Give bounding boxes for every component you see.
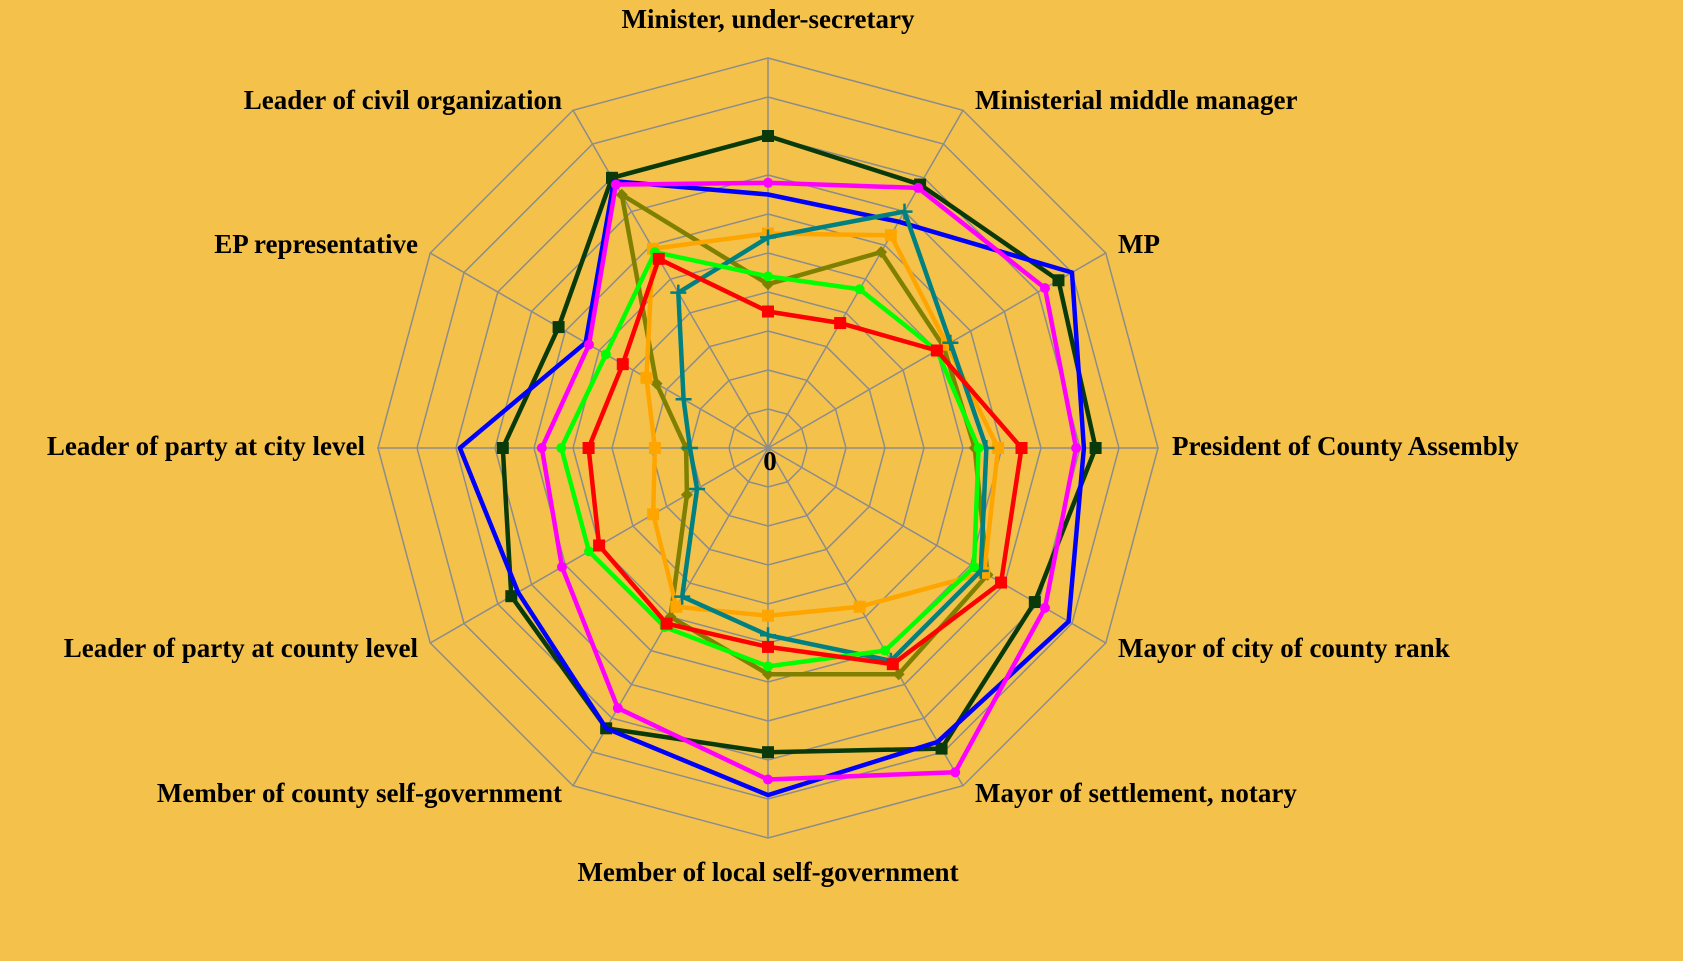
marker [930,344,943,357]
marker [680,488,693,501]
marker [875,246,888,259]
marker [892,668,905,681]
marker [935,742,948,755]
marker [762,640,774,653]
marker [950,767,961,778]
marker [615,188,628,201]
category-label: Minister, under-secretary [622,4,915,34]
category-label: President of County Assembly [1172,431,1519,461]
series-line [457,178,1087,798]
marker [1052,274,1065,287]
marker [552,321,565,334]
series [457,178,1087,798]
series [536,177,1082,785]
marker [1039,283,1050,294]
marker [760,229,776,246]
category-label: Ministerial middle manager [975,85,1297,115]
marker [913,182,924,193]
marker [1015,442,1028,454]
marker [670,284,687,301]
marker [1071,443,1082,453]
marker [556,443,567,453]
marker [536,443,547,453]
r-tick-label: 0 [763,446,777,476]
category-label: Leader of party at city level [47,431,366,461]
series [496,130,1102,759]
marker [1039,602,1050,613]
marker [496,442,509,454]
spoke [767,447,1107,644]
marker [884,229,897,242]
series [670,203,995,669]
category-label: Mayor of settlement, notary [975,778,1297,808]
marker [670,600,683,613]
marker [763,177,773,188]
marker [583,339,594,350]
marker [505,590,518,603]
category-label: Member of county self-government [157,778,562,808]
marker [556,561,567,572]
marker [762,305,774,318]
marker [854,284,865,295]
marker [762,668,774,681]
marker [763,271,773,282]
marker [647,508,660,521]
marker [763,774,773,785]
marker [600,349,611,360]
marker [760,627,776,644]
marker [689,480,706,497]
marker [969,561,980,572]
marker [762,609,774,622]
marker [995,576,1008,589]
marker [1028,596,1041,609]
spoke [767,447,964,787]
marker [660,617,673,630]
marker [1089,442,1102,454]
spoke [767,109,964,449]
spoke [572,109,769,449]
marker [762,278,774,291]
marker [612,703,623,714]
category-label: EP representative [214,229,418,259]
marker [834,317,847,330]
marker [880,645,890,656]
marker [682,440,698,456]
marker [853,600,866,613]
marker [582,442,595,454]
marker [640,371,653,384]
marker [942,334,959,351]
series [582,252,1028,671]
category-label: Leader of party at county level [64,633,419,663]
series [640,227,1005,622]
series-line [644,231,1001,618]
marker [896,203,913,220]
series-line [676,209,989,664]
marker [762,746,774,759]
marker [650,377,663,390]
marker [886,658,899,671]
marker [762,130,774,142]
marker [675,391,692,408]
marker [763,661,773,672]
marker [583,546,594,557]
marker [616,358,629,371]
marker [610,179,621,190]
marker [593,539,606,552]
marker [648,442,661,454]
marker [674,588,691,605]
category-label: Mayor of city of county rank [1118,633,1450,663]
category-label: Member of local self-government [577,857,958,887]
category-label: MP [1118,229,1160,259]
marker [992,442,1005,454]
marker [652,252,665,265]
category-label: Leader of civil organization [244,85,562,115]
spoke [429,252,769,449]
marker [973,443,984,453]
